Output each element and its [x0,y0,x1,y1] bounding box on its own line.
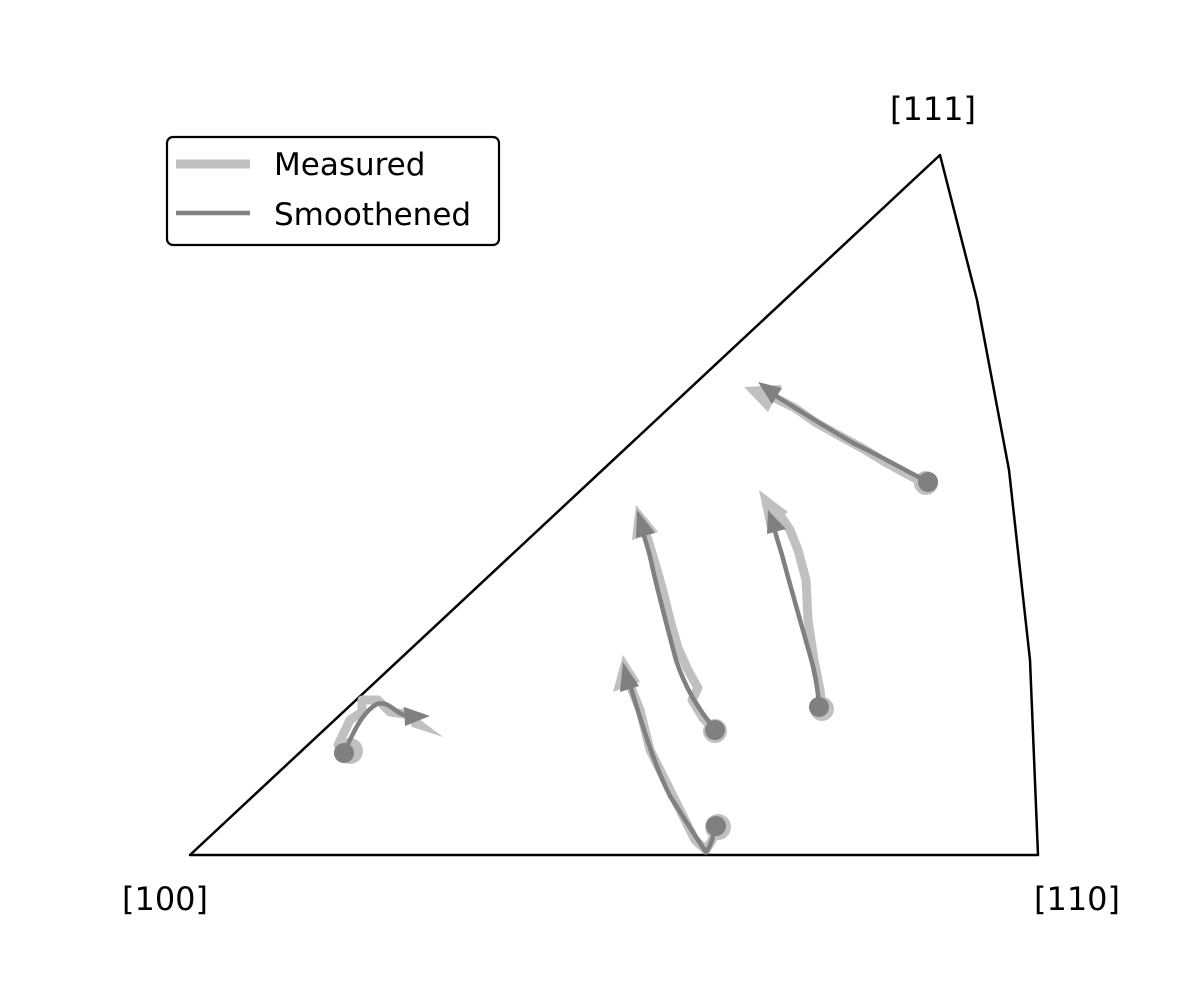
corner-label-110: [110] [1034,880,1120,918]
smoothened-arrowhead-5 [758,382,782,404]
smoothened-path-2 [627,682,719,855]
smoothened-arrowhead-3 [636,510,655,538]
smoothened-path-3 [641,533,718,732]
smoothened-start-point-4 [809,697,829,717]
legend-label-smoothened: Smoothened [274,197,471,233]
measured-path-3 [639,523,719,735]
smoothened-start-point-3 [705,720,725,740]
smoothened-arrowhead-4 [767,510,786,534]
corner-label-100: [100] [122,880,208,918]
smoothened-start-point-2 [706,816,726,836]
smoothened-trajectories [341,393,931,855]
smoothened-path-5 [773,393,931,485]
corner-label-111: [111] [890,90,976,128]
measured-path-2 [623,673,723,855]
measured-arrowhead-4 [759,490,788,528]
smoothened-path-4 [771,525,822,710]
smoothened-arrowhead-1 [404,707,430,726]
smoothened-start-point-1 [334,743,354,763]
legend-label-measured: Measured [274,147,425,183]
measured-path-1 [333,695,417,755]
measured-trajectories [333,393,929,855]
smoothened-path-1 [341,701,413,756]
smoothened-start-point-5 [918,472,938,492]
stereographic-triangle-outline [188,153,1040,857]
legend: Measured Smoothened [165,135,501,247]
measured-markers [337,385,938,840]
smoothened-arrowhead-2 [620,662,639,692]
smoothened-markers [334,382,938,836]
